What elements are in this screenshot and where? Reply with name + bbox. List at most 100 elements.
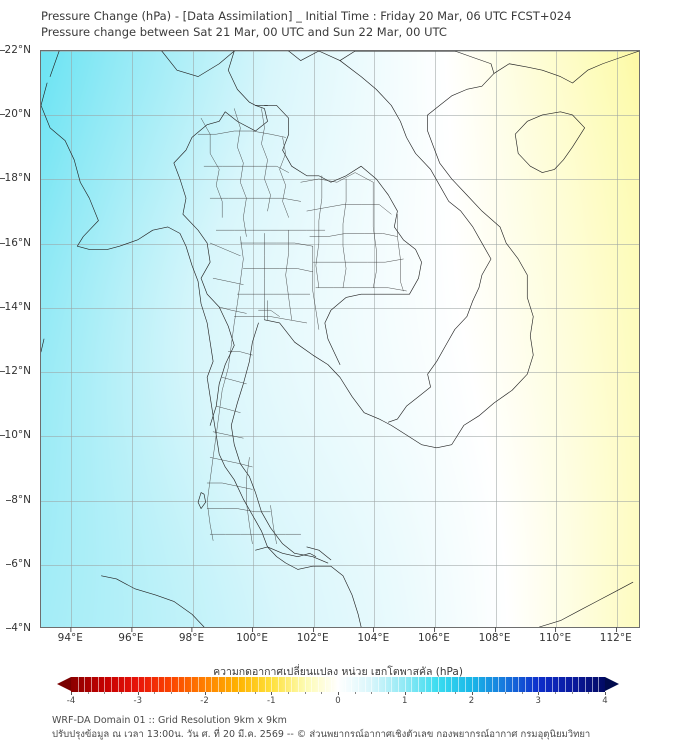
province-boundary-line [234, 108, 247, 237]
x-axis-tick-label: 100°E [236, 627, 268, 644]
geo-boundary-line [230, 322, 329, 564]
geo-boundary-line [264, 51, 639, 449]
footer-model-info: WRF-DA Domain 01 :: Grid Resolution 9km … [52, 715, 287, 726]
colorbar-band-divider [371, 677, 373, 692]
colorbar-band-divider [157, 677, 159, 692]
colorbar-tick-major [471, 692, 473, 695]
geo-boundary-line [41, 82, 362, 627]
x-axis-tick-mark [191, 627, 193, 632]
colorbar-band-divider [551, 677, 553, 692]
province-boundary-line [200, 117, 223, 218]
colorbar-band-divider [384, 677, 386, 692]
province-boundary-line [372, 182, 377, 289]
x-axis-tick-mark [252, 627, 254, 632]
colorbar-tick-minor [454, 692, 456, 694]
grid-line-horizontal [41, 243, 639, 245]
y-axis-tick-mark [0, 371, 5, 373]
geo-boundary-line [264, 105, 422, 295]
colorbar-band-divider [264, 677, 266, 692]
coastline-and-border-overlay [41, 51, 639, 627]
geo-boundary-line [324, 293, 410, 365]
province-boundary-line [209, 457, 253, 468]
province-boundary-line [234, 316, 308, 324]
colorbar-band-divider [344, 677, 346, 692]
x-axis-tick-mark [494, 627, 496, 632]
grid-line-vertical [313, 51, 315, 627]
colorbar-tick-minor [221, 692, 223, 694]
colorbar-band-divider [404, 677, 406, 692]
geo-boundary-line [49, 51, 60, 77]
colorbar-band-divider [431, 677, 433, 692]
x-axis-tick-mark [130, 627, 132, 632]
y-axis-tick-mark [0, 50, 5, 51]
province-boundary-line [228, 351, 253, 356]
colorbar-band-divider [504, 677, 506, 692]
colorbar-tick-minor [154, 692, 156, 694]
colorbar-band-divider [224, 677, 226, 692]
y-axis-tick-mark [0, 242, 5, 244]
y-axis-tick-label: 10°N [0, 429, 31, 441]
colorbar-tick-minor [438, 692, 440, 694]
y-axis-tick-label: 12°N [0, 365, 31, 377]
colorbar-band-divider [598, 677, 600, 692]
province-boundary-line [206, 508, 271, 513]
x-axis-tick-mark [615, 627, 617, 632]
colorbar-band-divider [478, 677, 480, 692]
province-boundary-line [312, 258, 404, 263]
colorbar-tick-major [137, 692, 139, 695]
page-title: Pressure Change (hPa) - [Data Assimilati… [41, 9, 572, 23]
colorbar-band-divider [398, 677, 400, 692]
colorbar-band-divider [304, 677, 306, 692]
chart-title-block: Pressure Change (hPa) - [Data Assimilati… [41, 8, 641, 40]
province-boundary-line [221, 377, 247, 385]
province-boundary-line [261, 108, 271, 212]
grid-line-vertical [495, 51, 497, 627]
colorbar-band-divider [464, 677, 466, 692]
colorbar-tick-axis: -4 -3 -2 -1 0 1 2 3 4 [57, 692, 619, 708]
colorbar-extend-high [605, 677, 619, 691]
colorbar-band-divider [164, 677, 166, 692]
colorbar-band-divider [177, 677, 179, 692]
colorbar-gradient [71, 677, 605, 692]
colorbar-band-divider [211, 677, 213, 692]
colorbar-band-divider [231, 677, 233, 692]
colorbar-band-divider [358, 677, 360, 692]
colorbar-band-divider [544, 677, 546, 692]
colorbar-band-divider [538, 677, 540, 692]
x-axis-tick-label: 96°E [118, 627, 144, 644]
province-boundary-line [209, 242, 241, 257]
province-boundary-line [312, 245, 320, 330]
province-boundary-line [309, 233, 398, 237]
geo-boundary-line [339, 51, 495, 74]
colorbar-band-divider [451, 677, 453, 692]
footer-credit: ปรับปรุงข้อมูล ณ เวลา 13:00น. วัน ศ. ที่… [52, 729, 591, 740]
province-boundary-line [212, 431, 244, 439]
geo-boundary-line [255, 546, 317, 557]
colorbar-tick-major [271, 692, 273, 695]
y-axis-tick-mark [0, 178, 5, 180]
colorbar-tick-major [338, 692, 339, 695]
colorbar-tick-minor [287, 692, 289, 694]
province-boundary-line [315, 287, 407, 292]
colorbar-tick-minor [588, 692, 590, 694]
colorbar-band-divider [144, 677, 146, 692]
colorbar-tick-major [204, 692, 206, 695]
province-boundary-line [206, 482, 253, 490]
colorbar-tick-minor [104, 692, 106, 694]
grid-line-horizontal [41, 436, 639, 438]
province-boundary-line [397, 214, 404, 292]
y-axis-tick-mark [6, 628, 12, 629]
colorbar-band-divider [137, 677, 139, 692]
colorbar-band-divider [564, 677, 566, 692]
province-boundary-line [258, 309, 280, 317]
grid-line-vertical [374, 51, 376, 627]
geo-boundary-line [514, 111, 586, 173]
grid-line-horizontal [41, 115, 639, 117]
colorbar-band-divider [338, 677, 339, 692]
y-axis-tick-label: 18°N [0, 172, 31, 184]
x-axis-tick-label: 98°E [179, 627, 204, 644]
colorbar-band-divider [364, 677, 366, 692]
geo-boundary-line [388, 300, 474, 423]
colorbar-tick-label: -2 [200, 696, 209, 706]
grid-line-horizontal [41, 51, 639, 52]
